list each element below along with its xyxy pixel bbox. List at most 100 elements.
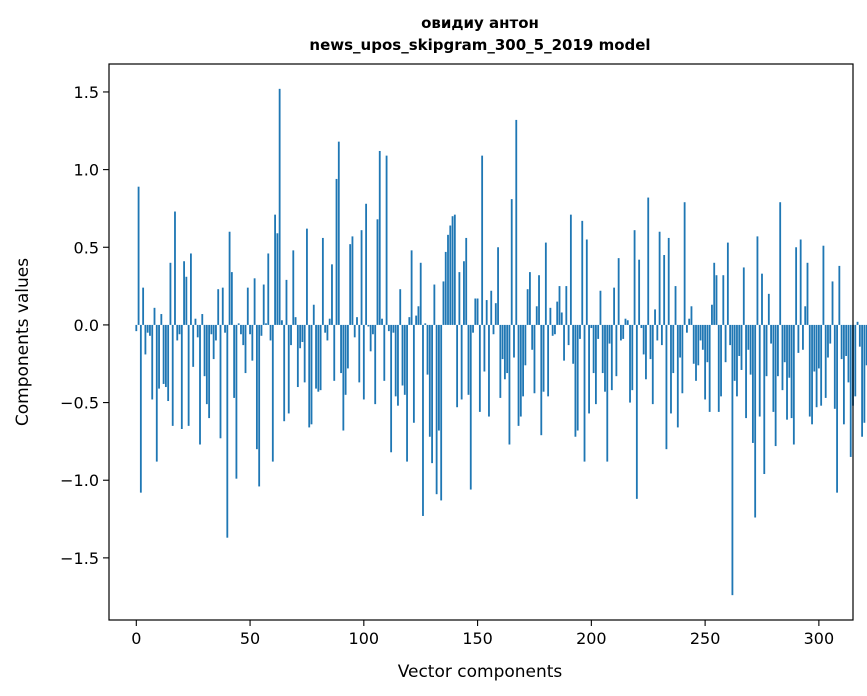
bar-69 [292, 250, 295, 325]
bar-243 [688, 318, 691, 325]
bar-321 [865, 324, 867, 366]
bar-255 [715, 275, 718, 325]
bar-52 [253, 278, 256, 325]
bar-266 [740, 324, 743, 370]
bar-318 [858, 324, 861, 347]
bar-312 [845, 324, 848, 356]
bar-48 [244, 324, 247, 374]
bar-88 [335, 178, 338, 325]
bar-76 [308, 324, 311, 428]
bar-184 [554, 324, 556, 335]
bar-186 [558, 286, 561, 325]
bar-168 [517, 324, 520, 426]
bar-34 [212, 324, 215, 360]
bar-252 [708, 324, 711, 412]
bar-0 [135, 324, 138, 332]
bar-109 [383, 324, 386, 381]
bar-111 [387, 324, 390, 332]
bar-156 [490, 290, 493, 325]
bar-144 [463, 261, 465, 325]
bar-189 [565, 286, 568, 325]
bar-27 [196, 324, 199, 338]
bar-84 [326, 324, 329, 341]
bar-174 [531, 324, 534, 350]
bar-292 [799, 239, 802, 325]
bar-235 [670, 324, 672, 414]
bar-32 [208, 324, 211, 419]
bar-279 [770, 324, 772, 344]
bar-100 [362, 324, 365, 400]
bar-317 [856, 321, 859, 325]
bar-202 [594, 324, 597, 405]
bar-28 [199, 324, 201, 445]
bar-122 [412, 324, 415, 423]
bar-31 [205, 324, 208, 405]
bar-314 [849, 324, 852, 457]
bar-8 [153, 307, 156, 325]
bar-305 [829, 324, 832, 344]
bar-209 [610, 324, 613, 391]
bar-221 [638, 259, 641, 325]
bar-82 [321, 237, 324, 325]
bar-178 [540, 324, 543, 436]
bar-45 [237, 323, 240, 325]
bar-90 [340, 324, 342, 374]
bar-20 [180, 324, 183, 429]
bar-277 [765, 324, 768, 377]
bar-17 [174, 211, 176, 325]
bar-169 [519, 324, 522, 417]
bar-112 [390, 324, 393, 453]
bar-66 [285, 279, 288, 325]
bar-173 [529, 272, 531, 325]
bar-128 [426, 324, 429, 375]
bar-219 [633, 230, 636, 325]
bar-99 [360, 230, 363, 325]
bar-229 [656, 324, 659, 341]
bar-271 [751, 324, 754, 443]
bar-43 [233, 324, 236, 398]
bar-142 [458, 272, 461, 325]
bar-147 [469, 324, 472, 490]
bar-60 [271, 324, 274, 462]
bar-262 [731, 324, 734, 596]
bar-275 [761, 273, 763, 325]
bar-74 [303, 324, 306, 383]
bar-75 [306, 228, 308, 325]
bar-41 [228, 231, 231, 325]
bar-68 [290, 324, 292, 346]
bar-4 [144, 324, 147, 355]
bar-208 [608, 324, 611, 344]
bar-282 [777, 324, 779, 377]
bar-64 [281, 320, 283, 325]
bar-139 [451, 216, 454, 325]
bar-108 [381, 318, 383, 325]
bar-270 [749, 324, 752, 375]
bar-116 [399, 289, 402, 325]
bar-211 [615, 324, 618, 377]
bar-14 [167, 324, 170, 402]
bar-97 [356, 317, 358, 325]
bar-257 [720, 324, 722, 397]
bar-101 [365, 203, 368, 325]
bar-166 [513, 324, 515, 358]
bar-83 [324, 324, 327, 333]
bar-54 [258, 324, 261, 487]
bar-148 [472, 324, 474, 333]
bar-265 [738, 324, 741, 356]
bar-94 [349, 244, 352, 325]
bar-246 [695, 324, 697, 381]
y-tick-label-4: 0.5 [74, 238, 99, 257]
bar-16 [171, 324, 174, 426]
bar-193 [574, 324, 577, 437]
bar-160 [499, 324, 502, 398]
bar-15 [169, 262, 172, 325]
bar-241 [683, 202, 686, 325]
bar-9 [155, 324, 158, 462]
bar-5 [146, 324, 149, 333]
bar-311 [842, 324, 845, 425]
bar-44 [235, 324, 238, 479]
bar-125 [419, 262, 422, 325]
bar-85 [328, 318, 331, 325]
bar-225 [647, 197, 650, 325]
bar-141 [456, 324, 459, 408]
